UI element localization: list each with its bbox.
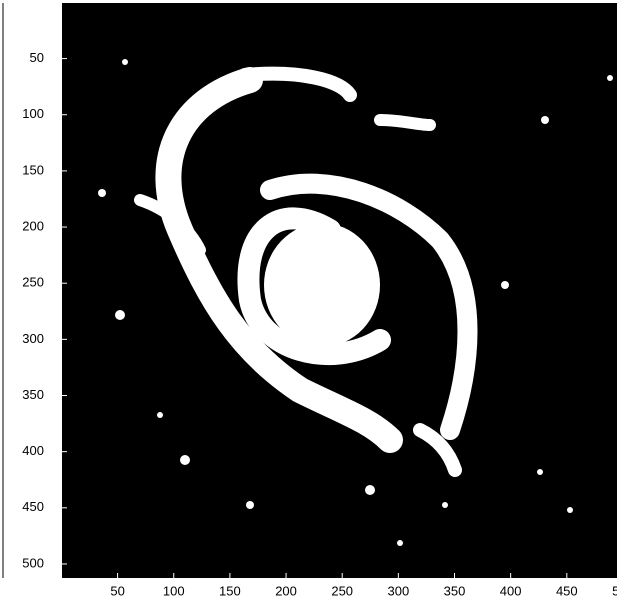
x-tick-label: 450 (556, 583, 578, 598)
x-tick-label: 400 (500, 583, 522, 598)
x-tick-label: 250 (331, 583, 353, 598)
x-tick-label: 100 (163, 583, 185, 598)
y-tick-label: 400 (22, 443, 44, 458)
galaxy (98, 59, 613, 546)
x-tick-label: 350 (444, 583, 466, 598)
y-tick-label: 300 (22, 331, 44, 346)
y-tick-label: 500 (22, 555, 44, 570)
x-tick-label: 50 (110, 583, 124, 598)
y-tick-label: 250 (22, 275, 44, 290)
y-tick-label: 150 (22, 162, 44, 177)
y-tick-label: 450 (22, 499, 44, 514)
x-tick-label: 200 (275, 583, 297, 598)
x-tick-label: 500 (612, 583, 617, 598)
image (62, 3, 617, 578)
x-tick-label: 150 (219, 583, 241, 598)
y-tick-label: 200 (22, 218, 44, 233)
x-tick-label: 300 (388, 583, 410, 598)
y-tick-label: 100 (22, 106, 44, 121)
y-tick-label: 350 (22, 387, 44, 402)
y-tick-label: 50 (30, 50, 44, 65)
